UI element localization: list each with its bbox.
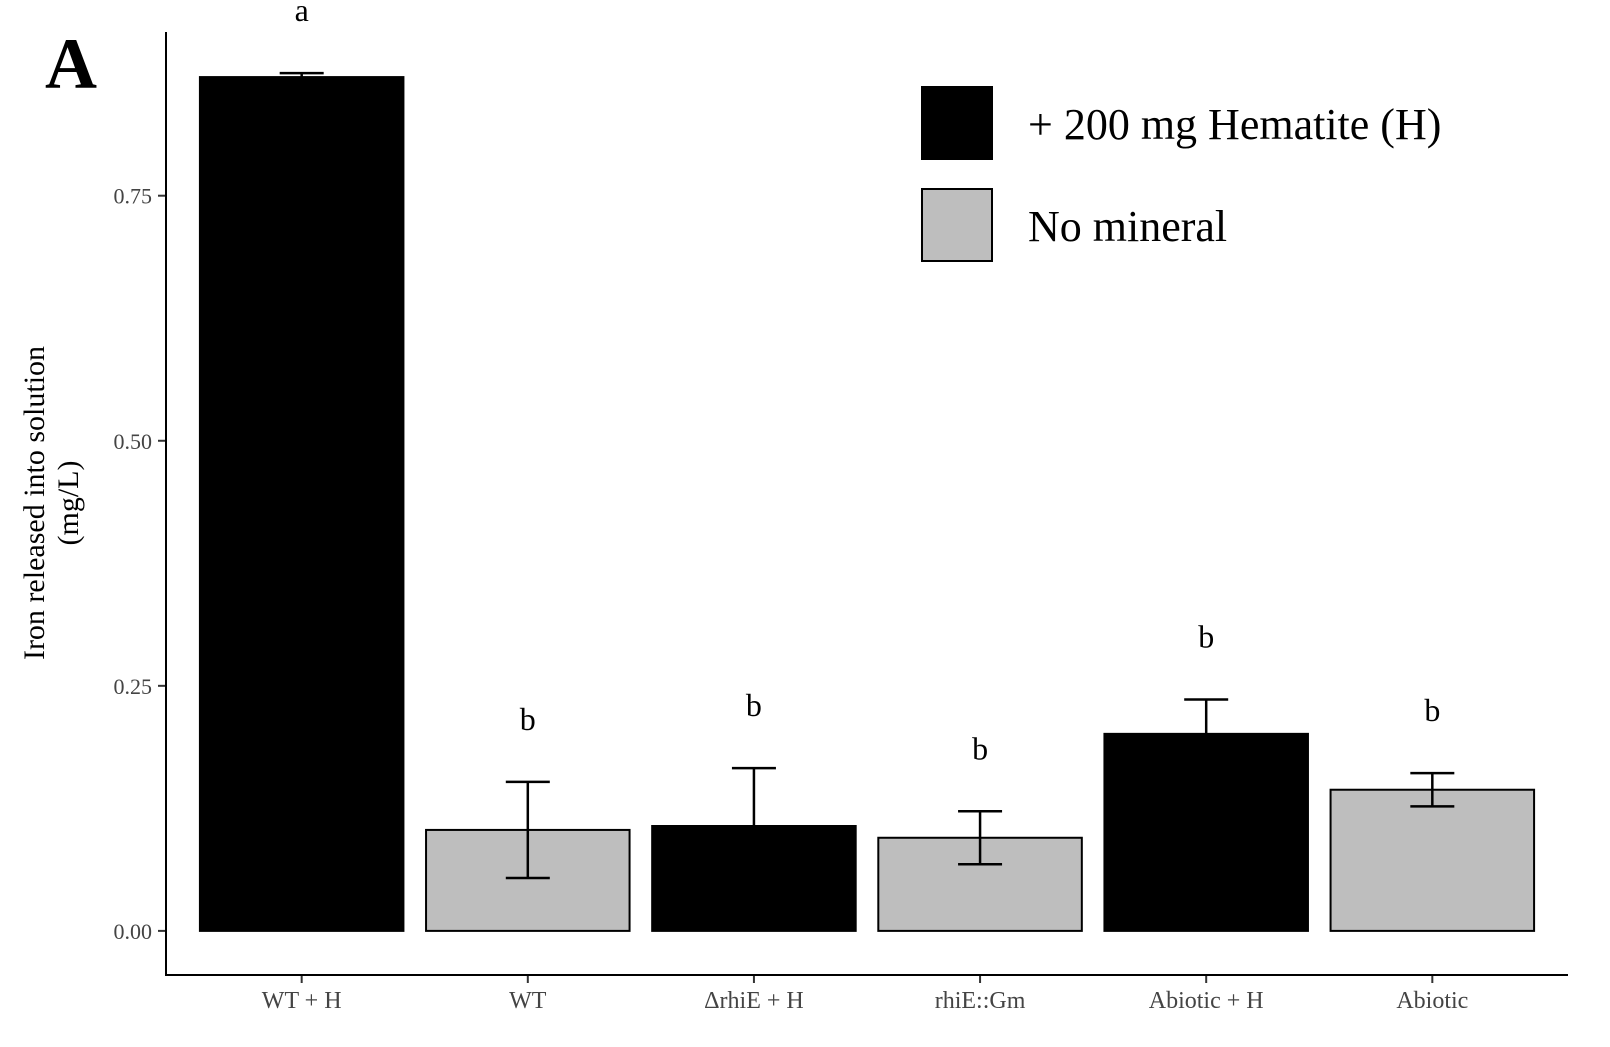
- legend-swatch: [921, 86, 993, 160]
- legend-swatch: [921, 188, 993, 262]
- legend-label: + 200 mg Hematite (H): [1028, 100, 1441, 149]
- x-tick-label: ΔrhiE + H: [704, 988, 804, 1014]
- significance-letter: b: [520, 701, 536, 737]
- x-tick-label: WT + H: [262, 988, 342, 1014]
- bar: [198, 76, 405, 932]
- significance-letter: b: [746, 687, 762, 723]
- y-axis-title-line: (mg/L): [52, 461, 85, 546]
- y-axis-title: Iron released into solution (mg/L): [18, 346, 85, 660]
- x-tick-label: rhiE::Gm: [935, 988, 1026, 1014]
- y-tick-label: 0.00: [114, 919, 153, 944]
- y-axis-title-line: Iron released into solution: [18, 346, 51, 660]
- significance-letter: a: [295, 0, 309, 28]
- panel-label: A: [45, 24, 97, 104]
- x-tick-label: Abiotic: [1396, 988, 1468, 1014]
- y-tick-label: 0.50: [114, 429, 153, 454]
- y-tick-label: 0.75: [114, 184, 153, 209]
- y-tick-label: 0.25: [114, 674, 153, 699]
- x-tick-label: Abiotic + H: [1149, 988, 1264, 1014]
- x-tick-label: WT: [509, 988, 547, 1014]
- significance-letter: b: [1424, 692, 1440, 728]
- bar: [1329, 788, 1536, 932]
- significance-letter: b: [972, 730, 988, 766]
- legend-label: No mineral: [1028, 202, 1227, 251]
- significance-letter: b: [1198, 619, 1214, 655]
